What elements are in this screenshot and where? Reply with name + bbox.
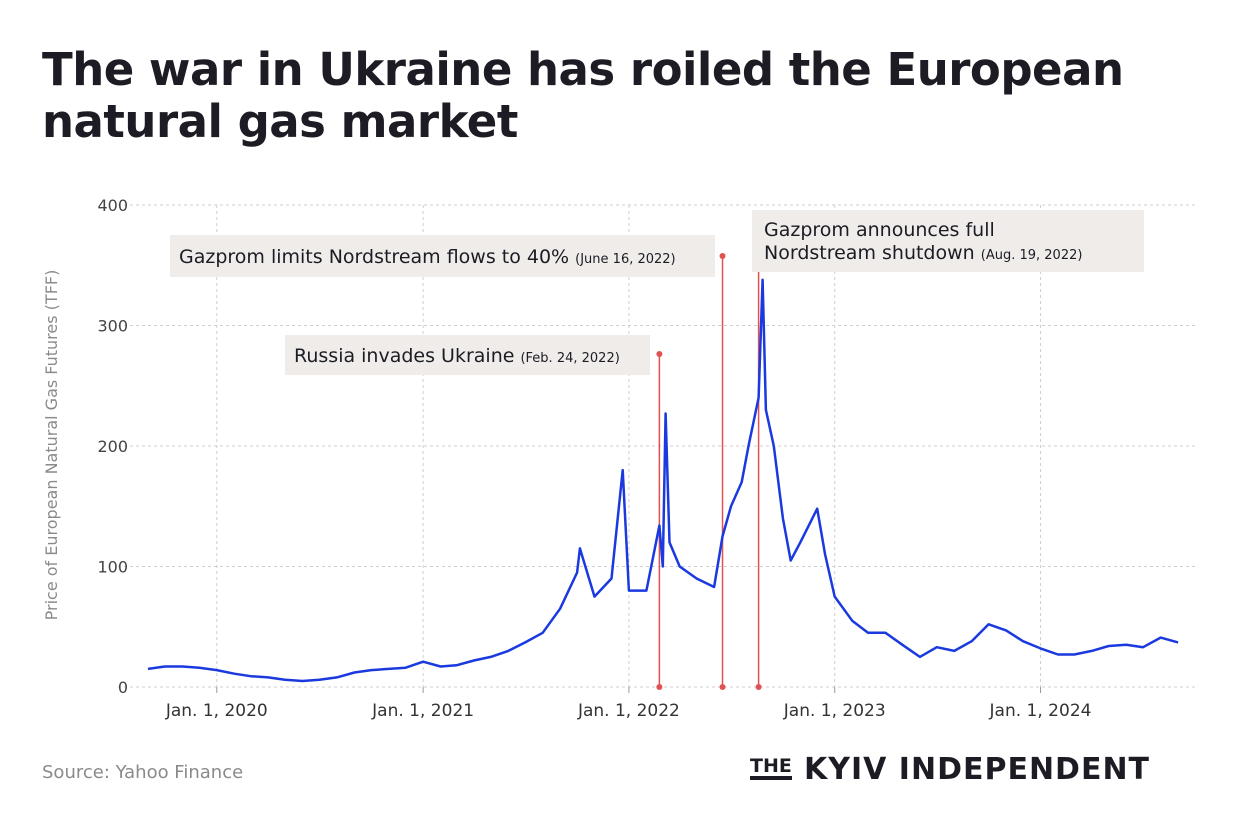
annotation-text: Gazprom limits Nordstream flows to 40% (… <box>179 246 676 268</box>
annotation-dot-top <box>656 351 663 357</box>
annotation-dot-base <box>755 684 762 690</box>
y-tick-label: 200 <box>97 437 128 456</box>
annotation-dot-base <box>719 684 726 690</box>
y-tick-label: 300 <box>97 317 128 336</box>
brand-logo: THE KYIV INDEPENDENT <box>750 752 1200 792</box>
axes: 0 100 200 300 400 Jan. 1, 2020 Jan. 1, 2021 Jan… <box>97 196 1091 721</box>
x-tick-label: Jan. 1, 2022 <box>577 701 680 721</box>
annotation-text: Gazprom announces full <box>764 219 995 241</box>
y-tick-label: 400 <box>97 196 128 215</box>
x-tick-label: Jan. 1, 2023 <box>783 701 886 721</box>
y-tick-label: 0 <box>118 678 128 697</box>
annotation-text: Nordstream shutdown (Aug. 19, 2022) <box>764 242 1082 264</box>
annotation-dot-top <box>719 253 726 259</box>
chart-title: The war in Ukraine has roiled the Europe… <box>42 43 1124 148</box>
annotation-labels: Russia invades Ukraine (Feb. 24, 2022) Ga… <box>170 210 1144 375</box>
annotation-date: (June 16, 2022) <box>575 252 675 267</box>
annotation-date: (Aug. 19, 2022) <box>981 248 1083 263</box>
series-line <box>147 278 1179 683</box>
brand-name: KYIV INDEPENDENT <box>804 752 1151 787</box>
x-tick-label: Jan. 1, 2021 <box>371 701 474 721</box>
annotation-text: Russia invades Ukraine (Feb. 24, 2022) <box>294 345 620 367</box>
source-note: Source: Yahoo Finance <box>42 762 244 783</box>
annotation-box <box>752 210 1144 272</box>
x-tick-label: Jan. 1, 2024 <box>989 701 1092 721</box>
annotation-dot-base <box>656 684 663 690</box>
grid <box>118 204 1195 688</box>
brand-prefix: THE <box>750 756 792 780</box>
y-axis-label: Price of European Natural Gas Futures (T… <box>42 270 61 621</box>
annotation-box <box>285 335 650 375</box>
annotation-box <box>170 235 715 277</box>
annotation-date: (Feb. 24, 2022) <box>520 351 619 366</box>
y-tick-label: 100 <box>97 558 128 577</box>
annotation-lines <box>656 238 762 690</box>
x-tick-label: Jan. 1, 2020 <box>165 701 268 721</box>
